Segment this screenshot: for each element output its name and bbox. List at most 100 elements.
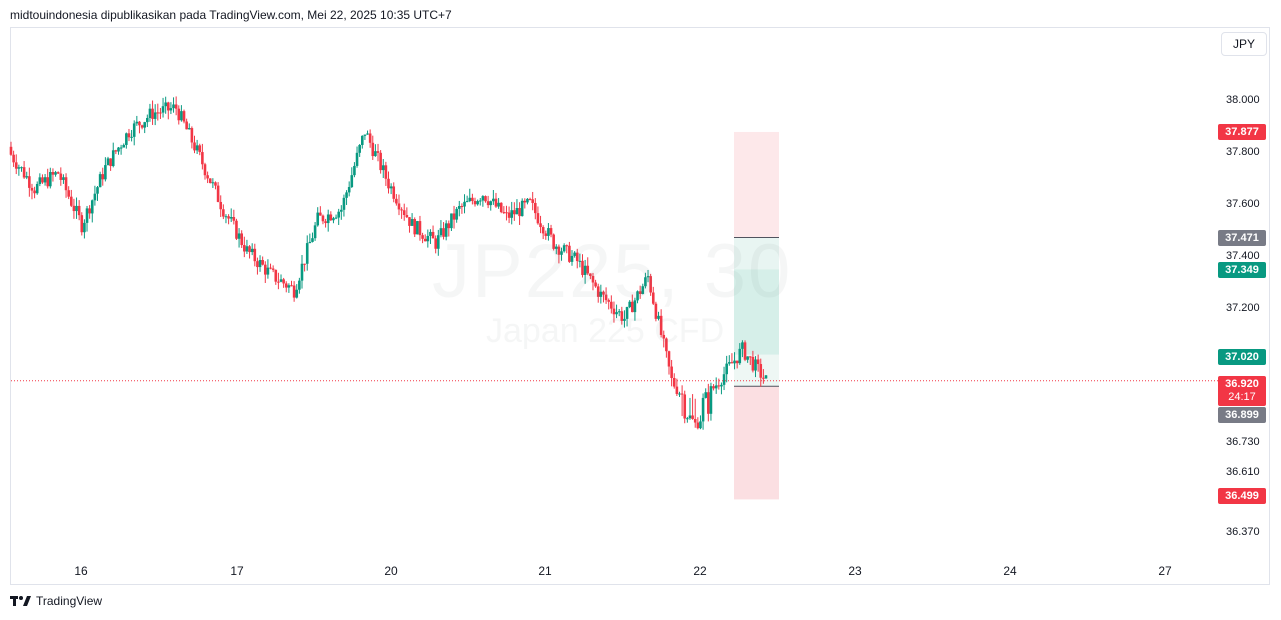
candle[interactable]: [625, 306, 629, 327]
candle[interactable]: [363, 134, 367, 140]
candle[interactable]: [127, 128, 131, 142]
candle[interactable]: [696, 417, 700, 430]
candle[interactable]: [30, 183, 34, 200]
candle[interactable]: [166, 101, 170, 120]
candle[interactable]: [644, 272, 647, 289]
candle[interactable]: [17, 164, 21, 176]
candle[interactable]: [85, 205, 89, 232]
candle[interactable]: [573, 251, 576, 258]
candle[interactable]: [526, 198, 529, 205]
candle[interactable]: [235, 218, 238, 240]
candle[interactable]: [552, 233, 555, 251]
candle[interactable]: [623, 310, 626, 328]
candle[interactable]: [88, 205, 91, 219]
candle[interactable]: [109, 158, 112, 171]
candle[interactable]: [80, 212, 84, 236]
candle[interactable]: [497, 197, 500, 209]
candle[interactable]: [313, 221, 317, 241]
candle[interactable]: [201, 143, 204, 170]
candle[interactable]: [329, 211, 333, 221]
candle[interactable]: [743, 340, 747, 362]
candle[interactable]: [646, 269, 650, 283]
candle[interactable]: [397, 194, 401, 216]
candle[interactable]: [298, 277, 301, 294]
candle[interactable]: [190, 126, 194, 149]
candle[interactable]: [33, 186, 36, 199]
candle[interactable]: [513, 202, 516, 221]
candle[interactable]: [539, 215, 542, 234]
candle[interactable]: [284, 281, 288, 293]
candle[interactable]: [510, 201, 514, 225]
candle[interactable]: [195, 139, 199, 154]
candle[interactable]: [342, 194, 346, 217]
candle[interactable]: [599, 284, 603, 304]
candle[interactable]: [384, 161, 388, 186]
candle[interactable]: [547, 223, 550, 241]
candle[interactable]: [468, 188, 472, 203]
candle[interactable]: [683, 390, 687, 424]
candle[interactable]: [243, 236, 246, 258]
candle[interactable]: [536, 206, 540, 225]
candle[interactable]: [402, 203, 406, 221]
candle[interactable]: [35, 181, 39, 195]
candle[interactable]: [754, 356, 757, 378]
candle[interactable]: [408, 217, 411, 233]
candle[interactable]: [725, 355, 728, 383]
candle[interactable]: [311, 232, 314, 243]
candle[interactable]: [232, 209, 236, 225]
candle[interactable]: [617, 308, 621, 317]
candle[interactable]: [159, 107, 162, 119]
candle[interactable]: [222, 204, 225, 220]
candle[interactable]: [271, 265, 275, 273]
candle[interactable]: [431, 225, 435, 239]
candle[interactable]: [138, 121, 141, 134]
reward-zone[interactable]: [734, 269, 779, 355]
candle[interactable]: [56, 171, 60, 175]
candle[interactable]: [457, 200, 461, 217]
candle[interactable]: [119, 144, 123, 155]
candle[interactable]: [675, 378, 679, 396]
candle[interactable]: [90, 199, 94, 223]
candle[interactable]: [321, 214, 325, 225]
candle[interactable]: [748, 356, 752, 366]
candle[interactable]: [518, 202, 521, 225]
candle[interactable]: [741, 340, 744, 358]
candle[interactable]: [455, 206, 458, 223]
candle[interactable]: [104, 157, 107, 182]
candle[interactable]: [523, 198, 527, 209]
candle[interactable]: [326, 209, 330, 232]
candle[interactable]: [38, 173, 42, 187]
candle[interactable]: [54, 170, 57, 177]
candle[interactable]: [670, 359, 673, 387]
candle[interactable]: [586, 257, 590, 276]
candle[interactable]: [161, 97, 165, 118]
candle[interactable]: [735, 360, 739, 369]
candle[interactable]: [418, 215, 422, 241]
candle[interactable]: [395, 194, 398, 206]
candle[interactable]: [649, 273, 652, 296]
candle[interactable]: [93, 185, 97, 206]
candle[interactable]: [591, 272, 595, 291]
candle[interactable]: [347, 181, 351, 197]
candle[interactable]: [714, 377, 718, 394]
candle[interactable]: [245, 239, 249, 255]
candle[interactable]: [371, 135, 375, 160]
candle[interactable]: [83, 219, 86, 239]
candle[interactable]: [667, 350, 671, 375]
candle[interactable]: [146, 114, 149, 128]
candle[interactable]: [444, 220, 448, 241]
candle[interactable]: [177, 105, 181, 125]
candle[interactable]: [9, 141, 13, 156]
candle[interactable]: [578, 253, 582, 268]
candle[interactable]: [549, 224, 553, 238]
candle[interactable]: [287, 283, 291, 293]
candle[interactable]: [101, 167, 105, 186]
candle[interactable]: [340, 205, 343, 220]
candle[interactable]: [69, 189, 73, 207]
candle[interactable]: [447, 220, 451, 237]
candle[interactable]: [169, 102, 173, 115]
candle[interactable]: [182, 109, 186, 124]
candle[interactable]: [75, 197, 78, 219]
candle[interactable]: [680, 385, 684, 417]
candle[interactable]: [308, 233, 312, 244]
